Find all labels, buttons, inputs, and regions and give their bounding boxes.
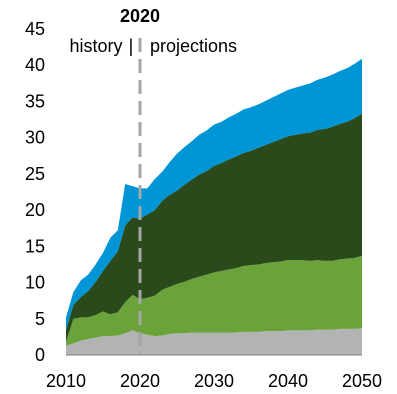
y-tick-label: 0 xyxy=(35,345,45,365)
x-axis-ticks: 2010 2020 2030 2040 2050 xyxy=(46,371,382,391)
area-series-3 xyxy=(66,113,362,342)
x-tick-label: 2010 xyxy=(46,371,86,391)
history-label: history xyxy=(69,36,122,56)
area-series-4 xyxy=(66,58,362,330)
y-tick-label: 40 xyxy=(25,55,45,75)
y-tick-label: 10 xyxy=(25,273,45,293)
y-tick-label: 25 xyxy=(25,164,45,184)
label-separator: | xyxy=(129,36,134,56)
y-tick-label: 35 xyxy=(25,91,45,111)
x-tick-label: 2030 xyxy=(194,371,234,391)
y-tick-label: 30 xyxy=(25,128,45,148)
area-series-layer xyxy=(66,58,362,355)
y-tick-label: 45 xyxy=(25,19,45,39)
y-tick-label: 5 xyxy=(35,309,45,329)
x-tick-label: 2040 xyxy=(268,371,308,391)
y-tick-label: 20 xyxy=(25,200,45,220)
projections-label: projections xyxy=(150,36,237,56)
divider-year-label: 2020 xyxy=(120,6,160,26)
y-axis-ticks: 0 5 10 15 20 25 30 35 40 45 xyxy=(25,19,45,365)
y-tick-label: 15 xyxy=(25,236,45,256)
x-tick-label: 2050 xyxy=(342,371,382,391)
x-tick-label: 2020 xyxy=(120,371,160,391)
